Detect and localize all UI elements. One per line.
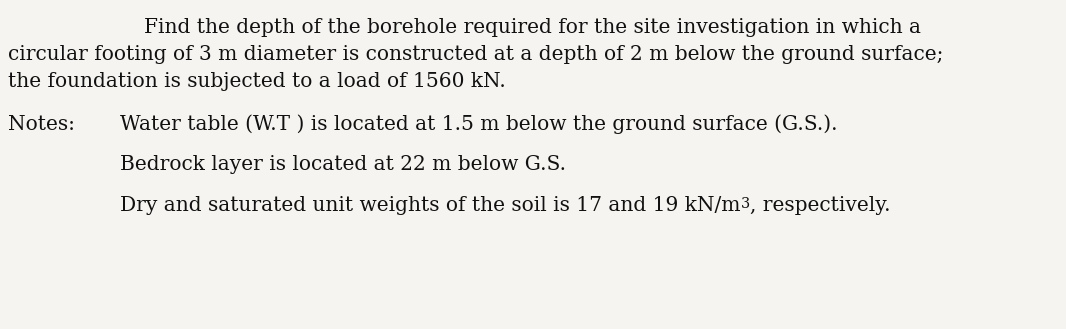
- Text: Water table (W.T ) is located at 1.5 m below the ground surface (G.S.).: Water table (W.T ) is located at 1.5 m b…: [120, 114, 838, 134]
- Text: 3: 3: [741, 197, 749, 211]
- Text: circular footing of 3 m diameter is constructed at a depth of 2 m below the grou: circular footing of 3 m diameter is cons…: [9, 45, 943, 64]
- Text: Notes:: Notes:: [9, 114, 75, 134]
- Text: 3: 3: [741, 197, 749, 211]
- Text: , respectively.: , respectively.: [749, 196, 890, 215]
- Text: Find the depth of the borehole required for the site investigation in which a: Find the depth of the borehole required …: [145, 18, 921, 37]
- Text: Bedrock layer is located at 22 m below G.S.: Bedrock layer is located at 22 m below G…: [120, 155, 566, 174]
- Text: Dry and saturated unit weights of the soil is 17 and 19 kN/m: Dry and saturated unit weights of the so…: [120, 196, 741, 215]
- Text: the foundation is subjected to a load of 1560 kN.: the foundation is subjected to a load of…: [9, 72, 505, 91]
